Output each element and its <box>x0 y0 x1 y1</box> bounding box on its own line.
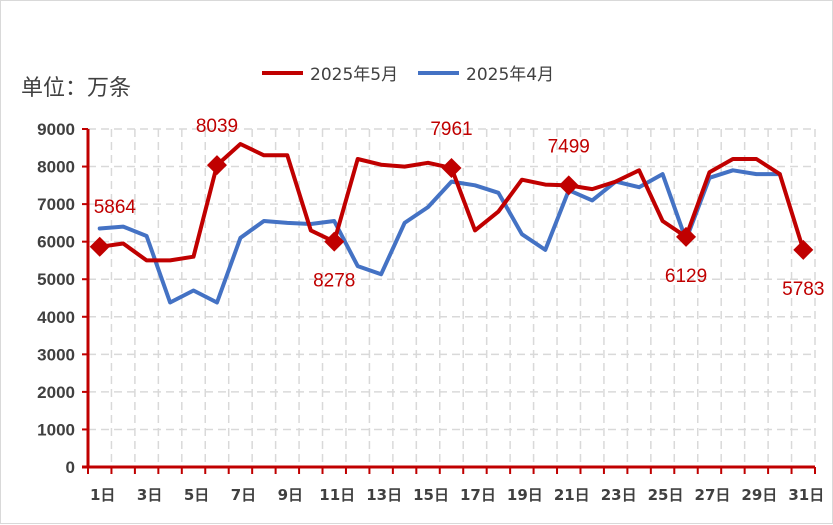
diamond-marker <box>206 155 227 176</box>
y-tick-label: 4000 <box>37 308 75 327</box>
y-tick-label: 7000 <box>37 195 75 214</box>
y-tick-label: 9000 <box>37 120 75 139</box>
y-tick-label: 0 <box>66 458 75 477</box>
x-tick-label: 31日 <box>788 486 824 504</box>
data-label: 6129 <box>665 266 707 287</box>
axes <box>82 128 816 474</box>
y-tick-label: 1000 <box>37 420 75 439</box>
y-tick-label: 5000 <box>37 270 75 289</box>
diamond-marker <box>558 175 579 196</box>
data-label: 5783 <box>782 279 824 300</box>
x-tick-label: 1日 <box>90 486 115 504</box>
data-label: 7499 <box>548 136 590 157</box>
data-label: 7961 <box>430 119 472 140</box>
y-tick-label: 2000 <box>37 383 75 402</box>
data-label: 8278 <box>313 271 355 292</box>
y-tick-labels: 0 1000 2000 3000 4000 5000 6000 7000 8000 9000 <box>37 120 75 477</box>
x-tick-label: 19日 <box>507 486 543 504</box>
data-label: 8039 <box>196 116 238 137</box>
x-tick-labels: 1日 3日 5日 7日 9日 11日 13日 15日 17日 19日 21日 23日 25日 27日 29日… <box>90 486 824 504</box>
y-tick-label: 3000 <box>37 345 75 364</box>
diamond-marker <box>793 239 814 260</box>
x-tick-label: 7日 <box>231 486 256 504</box>
x-tick-label: 29日 <box>741 486 777 504</box>
y-tick-label: 8000 <box>37 158 75 177</box>
diamond-marker <box>324 231 345 252</box>
x-tick-label: 15日 <box>413 486 449 504</box>
grid-lines <box>88 128 816 467</box>
legend: 2025年5月 2025年4月 <box>262 65 554 85</box>
x-tick-label: 25日 <box>648 486 684 504</box>
data-markers <box>89 155 814 260</box>
x-tick-label: 23日 <box>601 486 637 504</box>
x-tick-label: 11日 <box>319 486 355 504</box>
y-tick-label: 6000 <box>37 233 75 252</box>
legend-label-may: 2025年5月 <box>310 65 398 85</box>
x-tick-label: 3日 <box>137 486 162 504</box>
diamond-marker <box>441 158 462 179</box>
unit-label: 单位：万条 <box>21 76 131 101</box>
diamond-marker <box>89 236 110 257</box>
series-line-april <box>97 168 782 305</box>
x-tick-label: 13日 <box>366 486 402 504</box>
x-tick-label: 21日 <box>554 486 590 504</box>
x-tick-label: 27日 <box>695 486 731 504</box>
legend-label-april: 2025年4月 <box>466 65 554 85</box>
x-tick-label: 17日 <box>460 486 496 504</box>
x-tick-label: 5日 <box>184 486 209 504</box>
diamond-marker <box>676 226 697 247</box>
data-labels: 5864 8039 8278 7961 7499 6129 5783 <box>94 116 825 300</box>
x-tick-label: 9日 <box>278 486 303 504</box>
data-label: 5864 <box>94 197 137 218</box>
